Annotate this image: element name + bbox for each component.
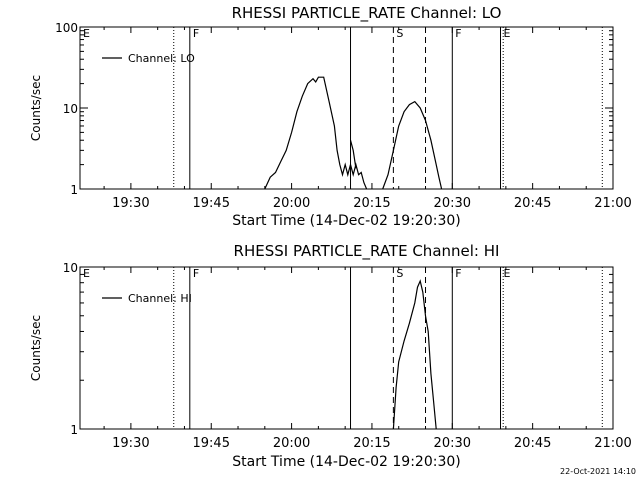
y-axis-label: Counts/sec: [29, 315, 43, 381]
marker-label: F: [455, 27, 461, 40]
marker-label: E: [504, 27, 511, 40]
x-tick-label: 20:30: [434, 196, 471, 211]
x-axis-label: Start Time (14-Dec-02 19:20:30): [232, 213, 460, 229]
x-tick-label: 20:30: [434, 436, 471, 451]
marker-label: E: [504, 267, 511, 280]
x-tick-label: 19:30: [112, 196, 149, 211]
marker-label: E: [83, 27, 90, 40]
chart-title: RHESSI PARTICLE_RATE Channel: HI: [234, 242, 500, 261]
x-tick-label: 20:45: [514, 196, 551, 211]
x-tick-label: 21:00: [594, 196, 631, 211]
legend-label: Channel: LO: [128, 52, 195, 65]
y-axis-label: Counts/sec: [29, 75, 43, 141]
x-tick-label: 20:00: [273, 196, 310, 211]
x-tick-label: 19:45: [193, 196, 230, 211]
marker-label: S: [396, 267, 403, 280]
timestamp: 22-Oct-2021 14:10: [560, 467, 636, 476]
x-tick-label: 20:00: [273, 436, 310, 451]
y-tick-label: 10: [63, 102, 78, 116]
marker-label: F: [193, 27, 199, 40]
y-tick-label: 10: [63, 261, 78, 275]
y-tick-label: 1: [70, 423, 78, 437]
series-line: [349, 140, 357, 169]
chart-title: RHESSI PARTICLE_RATE Channel: LO: [232, 4, 502, 23]
x-tick-label: 20:15: [353, 196, 390, 211]
marker-label: S: [396, 27, 403, 40]
x-tick-label: 21:00: [594, 436, 631, 451]
series-line: [392, 279, 437, 430]
x-tick-label: 19:30: [112, 436, 149, 451]
series-line: [264, 76, 368, 190]
x-tick-label: 19:45: [193, 436, 230, 451]
y-tick-label: 1: [70, 183, 78, 197]
marker-label: F: [193, 267, 199, 280]
marker-label: F: [455, 267, 461, 280]
x-axis-label: Start Time (14-Dec-02 19:20:30): [232, 454, 460, 470]
series-line: [382, 100, 443, 190]
y-tick-label: 100: [55, 21, 78, 35]
marker-label: E: [83, 267, 90, 280]
legend-label: Channel: HI: [128, 292, 192, 305]
x-tick-label: 20:45: [514, 436, 551, 451]
x-tick-label: 20:15: [353, 436, 390, 451]
